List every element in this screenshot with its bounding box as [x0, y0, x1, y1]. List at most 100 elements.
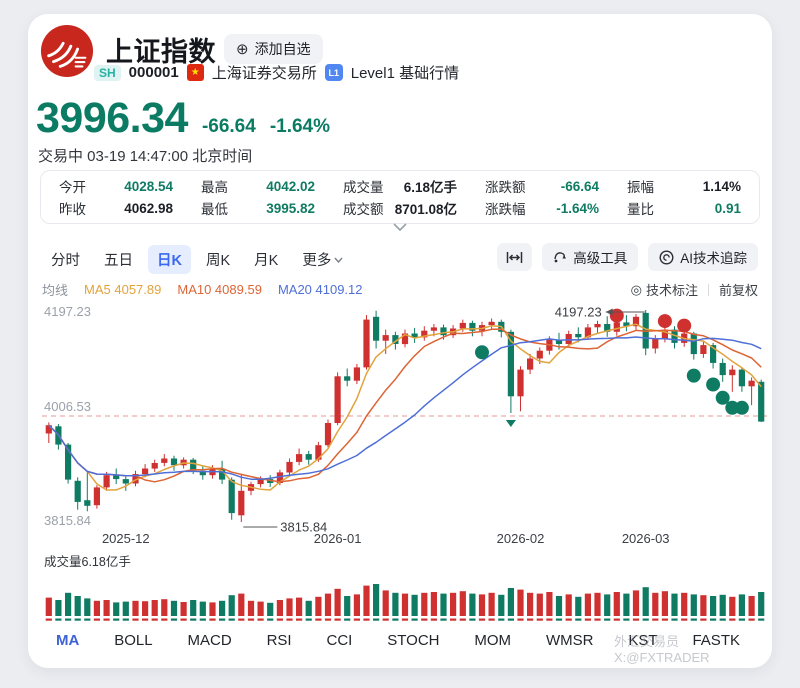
period-tab-label: 周K	[205, 253, 231, 269]
period-tab-label: 五日	[104, 253, 133, 269]
add-watchlist-button[interactable]: ⊕ 添加自选	[224, 34, 323, 64]
stat-value: 4028.54	[124, 178, 173, 194]
indicator-tab-kst[interactable]: KST	[626, 628, 659, 653]
advanced-tools-button[interactable]: 高级工具	[542, 243, 639, 271]
indicator-tab-wmsr[interactable]: WMSR	[544, 628, 596, 653]
stat-cell: 今开 4028.54	[45, 175, 187, 197]
level-badge: L1	[324, 64, 343, 81]
expand-stats-button[interactable]	[28, 223, 772, 237]
exchange-name: 上海证券交易所	[211, 65, 317, 82]
level-label: Level1 基础行情	[350, 65, 460, 82]
stat-cell: 涨跌幅 -1.64%	[471, 197, 613, 219]
stats-row: 今开 4028.54 最高 4042.02 成交量 6.18亿手 涨跌额 -66.64 振幅 1.…	[45, 175, 755, 197]
chart-options: ◎ 技术标注 前复权	[631, 280, 758, 299]
stat-cell: 最高 4042.02	[187, 175, 329, 197]
period-tab-更多[interactable]: 更多	[293, 245, 352, 274]
indicator-tab-macd[interactable]: MACD	[186, 628, 234, 653]
stat-cell: 昨收 4062.98	[45, 197, 187, 219]
svg-text:3815.84: 3815.84	[280, 520, 327, 535]
period-tab-label: 日K	[157, 253, 182, 269]
stat-cell: 最低 3995.82	[187, 197, 329, 219]
indicator-tab-stoch[interactable]: STOCH	[385, 628, 441, 653]
add-watchlist-label: 添加自选	[254, 41, 311, 57]
indicator-tab-ma[interactable]: MA	[54, 628, 81, 653]
stat-cell: 成交额 8701.08亿	[329, 197, 471, 219]
period-tab-label: 分时	[51, 253, 80, 269]
plus-circle-icon: ⊕	[236, 41, 249, 58]
svg-text:2025-12: 2025-12	[102, 531, 150, 546]
tech-annotation-toggle[interactable]: ◎ 技术标注	[631, 280, 698, 299]
period-tab-分时[interactable]: 分时	[42, 245, 89, 274]
svg-text:3815.84: 3815.84	[44, 513, 91, 528]
period-tab-五日[interactable]: 五日	[95, 245, 142, 274]
kline-chart[interactable]: 3815.84 4197.23 4197.23 4006.53 3815.84 2025-…	[42, 300, 768, 622]
target-icon: ◎	[630, 281, 642, 297]
period-tab-月K[interactable]: 月K	[245, 245, 287, 274]
svg-text:成交量6.18亿手: 成交量6.18亿手	[44, 554, 131, 569]
sse-logo-icon	[40, 24, 94, 78]
price-block: 3996.34 -66.64 -1.64%	[36, 94, 330, 143]
svg-text:4197.23: 4197.23	[555, 305, 602, 320]
stats-grid: 今开 4028.54 最高 4042.02 成交量 6.18亿手 涨跌额 -66.64 振幅 1.…	[40, 170, 760, 224]
last-price: 3996.34	[36, 94, 188, 142]
stat-label: 成交量	[343, 180, 384, 195]
price-change-pct: -1.64%	[269, 116, 331, 137]
stat-label: 最低	[201, 202, 228, 217]
svg-text:4197.23: 4197.23	[44, 304, 91, 319]
horizontal-expand-icon	[506, 251, 523, 263]
ai-tracking-button[interactable]: AI技术追踪	[648, 243, 758, 271]
ma-legend: 均线 MA5 4057.89 MA10 4089.59 MA20 4109.12	[42, 280, 363, 299]
stat-value: 3995.82	[266, 200, 315, 216]
ma-legend-item-MA20: MA20 4109.12	[277, 282, 363, 297]
svg-text:2026-01: 2026-01	[314, 531, 362, 546]
trading-status: 交易中 03-19 14:47:00 北京时间	[38, 148, 253, 165]
indicator-tab-rsi[interactable]: RSI	[265, 628, 294, 653]
stat-label: 最高	[201, 180, 228, 195]
svg-text:2026-02: 2026-02	[497, 531, 545, 546]
period-tab-周K[interactable]: 周K	[197, 245, 239, 274]
stat-value: 8701.08亿	[394, 202, 457, 217]
ma-legend-title: 均线	[42, 283, 69, 298]
stat-value: 1.14%	[702, 178, 741, 194]
indicator-tab-fastk[interactable]: FASTK	[690, 628, 742, 653]
stat-value: -1.64%	[556, 200, 599, 216]
chart-toolbar: 高级工具 AI技术追踪	[497, 243, 758, 271]
period-tab-日K[interactable]: 日K	[148, 245, 191, 274]
stat-label: 量比	[627, 202, 654, 217]
indicator-tab-boll[interactable]: BOLL	[112, 628, 154, 653]
stat-value: -66.64	[560, 178, 599, 194]
draw-tools-icon	[554, 252, 567, 263]
stat-value: 6.18亿手	[403, 180, 457, 195]
indicator-tab-cci[interactable]: CCI	[325, 628, 355, 653]
period-tab-label: 月K	[254, 253, 279, 269]
adjust-mode-button[interactable]: 前复权	[719, 280, 758, 299]
period-tab-label: 更多	[302, 253, 332, 269]
expand-width-button[interactable]	[497, 243, 533, 271]
stat-value: 4062.98	[124, 200, 173, 216]
ma-legend-item-MA5: MA5 4057.89	[84, 282, 162, 297]
stat-label: 振幅	[627, 180, 654, 195]
page-title: 上证指数	[106, 37, 216, 67]
svg-text:2026-03: 2026-03	[622, 531, 670, 546]
stats-row: 昨收 4062.98 最低 3995.82 成交额 8701.08亿 涨跌幅 -1.64% 量比…	[45, 197, 755, 219]
instrument-meta: SH 000001 ★ 上海证券交易所 L1 Level1 基础行情	[94, 62, 459, 83]
tech-annotation-label: 技术标注	[645, 283, 698, 298]
stat-cell: 量比 0.91	[613, 197, 755, 219]
stock-code: 000001	[128, 64, 179, 81]
period-tab-bar: 分时 五日 日K 周K 月K 更多	[42, 245, 352, 274]
stat-label: 昨收	[59, 202, 86, 217]
stat-value: 4042.02	[266, 178, 315, 194]
stat-cell: 成交量 6.18亿手	[329, 175, 471, 197]
divider	[707, 283, 709, 296]
ai-swirl-icon	[659, 249, 674, 265]
svg-text:4006.53: 4006.53	[44, 399, 91, 414]
indicator-tab-mom[interactable]: MOM	[472, 628, 513, 653]
adjust-mode-label: 前复权	[718, 283, 758, 298]
stat-cell: 涨跌额 -66.64	[471, 175, 613, 197]
quote-card: 上证指数 ⊕ 添加自选 SH 000001 ★ 上海证券交易所 L1 Level…	[28, 14, 772, 668]
indicator-tab-bar: MA BOLL MACD RSI CCI STOCH MOM WMSR KST FASTK	[28, 628, 772, 653]
stat-label: 涨跌额	[485, 180, 526, 195]
stat-label: 成交额	[343, 202, 384, 217]
cn-flag-icon: ★	[186, 64, 204, 81]
stat-label: 今开	[59, 180, 86, 195]
